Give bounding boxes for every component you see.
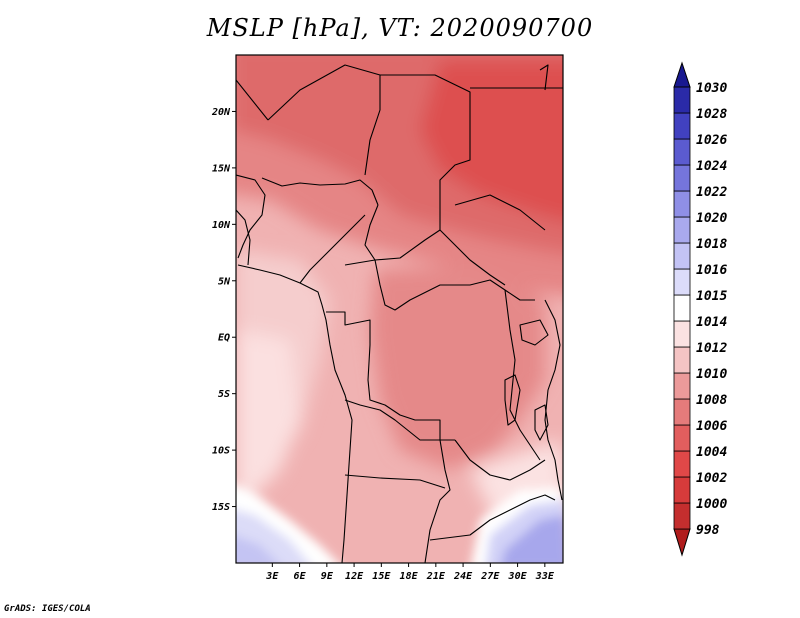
border-east-rift — [504, 289, 541, 461]
colorbar-label: 1010 — [696, 367, 727, 382]
colorbar-label: 1012 — [696, 341, 727, 356]
x-axis: 3E 6E 9E 12E 15E 18E 21E 24E 27E 30E 33E — [265, 563, 555, 582]
colorbar-label: 1018 — [696, 237, 727, 252]
border-nigeria-cameroon — [299, 214, 366, 284]
colorbar-box — [673, 164, 691, 192]
coastline-gulf-guinea — [237, 264, 353, 563]
colorbar-box — [673, 346, 691, 374]
border-car-north — [364, 204, 506, 286]
border-mali-algeria — [236, 79, 269, 121]
lake-victoria — [519, 319, 549, 346]
chart-title: MSLP [hPa], VT: 2020090700 — [206, 14, 594, 42]
colorbar-box — [673, 86, 691, 114]
field-1008-congo — [370, 265, 545, 470]
y-tick-label: 10N — [212, 220, 231, 231]
colorbar-box — [673, 476, 691, 504]
border-chad-sudan — [439, 105, 471, 230]
x-tick-label: 33E — [535, 571, 555, 582]
colorbar-label: 1022 — [696, 185, 727, 200]
colorbar-label: 998 — [696, 523, 720, 538]
x-tick-label: 24E — [453, 571, 473, 582]
lake-tanganyika — [504, 374, 521, 426]
field-1014-west — [236, 330, 300, 500]
colorbar-box — [673, 450, 691, 478]
x-tick-label: 18E — [400, 571, 419, 582]
colorbar-box — [673, 112, 691, 140]
colorbar-arrow-low — [673, 528, 691, 557]
x-tick-label: 3E — [265, 571, 279, 582]
x-tick-label: 21E — [426, 571, 446, 582]
border-chad-libya — [380, 74, 471, 105]
colorbar-label: 1000 — [696, 497, 727, 512]
lake-malawi — [534, 404, 549, 441]
colorbar-box — [673, 320, 691, 348]
coastline-red-sea — [539, 64, 549, 91]
colorbar-box — [673, 268, 691, 296]
colorbar-box — [673, 138, 691, 166]
colorbar-label: 1024 — [696, 159, 727, 174]
field-1004 — [420, 60, 563, 221]
y-tick-label: 10S — [212, 446, 230, 457]
border-sudan-south — [454, 194, 546, 231]
grads-credit: GrADS: IGES/COLA — [4, 604, 91, 614]
x-tick-label: 6E — [294, 571, 307, 582]
y-tick-label: 15N — [212, 163, 231, 174]
colorbar-label: 1028 — [696, 107, 727, 122]
border-sahel — [261, 177, 379, 206]
coastline-west-africa — [236, 174, 266, 259]
colorbar-label: 1008 — [696, 393, 727, 408]
colorbar-arrow-high — [673, 61, 691, 88]
x-tick-label: 9E — [321, 571, 334, 582]
colorbar-label: 1020 — [696, 211, 727, 226]
x-tick-label: 30E — [508, 571, 528, 582]
colorbar-box — [673, 398, 691, 426]
x-tick-label: 27E — [480, 571, 500, 582]
colorbar-box — [673, 502, 691, 530]
border-angola-namibia — [344, 399, 451, 563]
border-congo-angola — [326, 311, 455, 441]
colorbar-label: 1004 — [696, 445, 727, 460]
colorbar-box — [673, 424, 691, 452]
colorbar-box — [673, 294, 691, 322]
colorbar-label: 1014 — [696, 315, 727, 330]
colorbar: 998 1000 1002 1004 1006 1008 1010 1012 1014 1015 1… — [673, 61, 727, 557]
colorbar-label: 1026 — [696, 133, 727, 148]
colorbar-box — [673, 216, 691, 244]
y-tick-label: EQ — [218, 333, 230, 344]
border-west-coast — [236, 209, 251, 266]
colorbar-label: 1006 — [696, 419, 727, 434]
colorbar-box — [673, 190, 691, 218]
border-zambia — [454, 439, 546, 481]
colorbar-label: 1002 — [696, 471, 727, 486]
coastline-east — [544, 299, 563, 501]
map-frame — [235, 54, 564, 564]
border-zimbabwe — [429, 494, 556, 541]
colorbar-label: 1030 — [696, 81, 727, 96]
field-1020-se — [501, 515, 563, 563]
y-axis: 20N 15N 10N 5N EQ 5S 10S 15S — [211, 107, 236, 513]
y-tick-label: 20N — [211, 107, 231, 118]
y-tick-label: 5S — [218, 389, 230, 400]
border-angola-south — [344, 474, 446, 489]
y-tick-label: 15S — [212, 502, 230, 513]
colorbar-box — [673, 372, 691, 400]
y-tick-label: 5N — [218, 276, 231, 287]
x-tick-label: 12E — [345, 571, 364, 582]
country-borders — [236, 64, 563, 563]
colorbar-box — [673, 242, 691, 270]
field-1018-sw — [236, 536, 278, 563]
border-congo-north — [344, 259, 535, 311]
pressure-field — [236, 55, 563, 563]
colorbar-label: 1016 — [696, 263, 727, 278]
colorbar-label: 1015 — [696, 289, 727, 304]
x-tick-label: 15E — [372, 571, 391, 582]
